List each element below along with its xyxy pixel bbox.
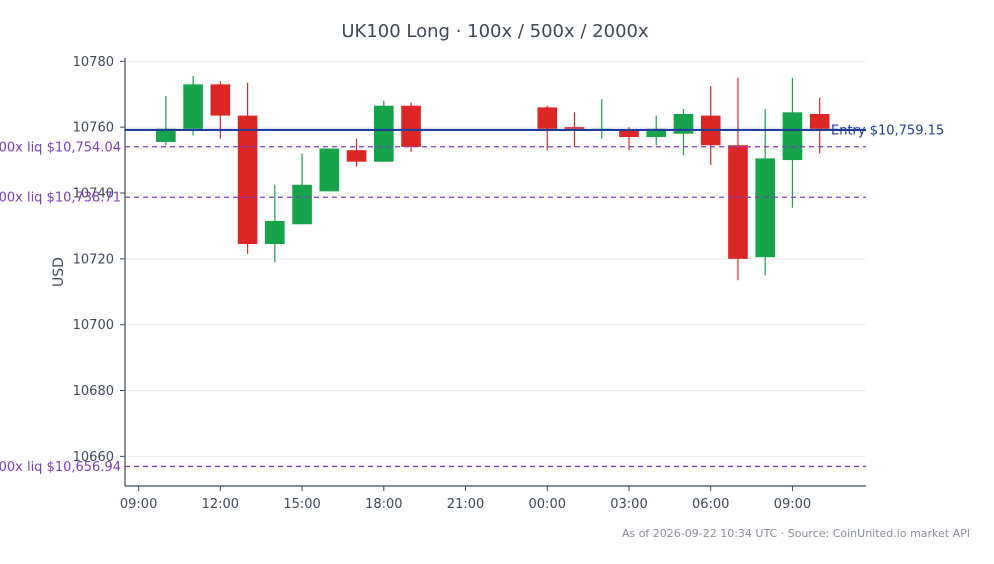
candle-body	[809, 113, 830, 129]
x-tick-label-5: 00:00	[529, 497, 566, 512]
candle-body	[401, 105, 421, 147]
source-footnote: As of 2026-09-22 10:34 UTC · Source: Coi…	[622, 527, 970, 540]
candle-body	[619, 130, 639, 138]
candle-17	[728, 77, 748, 281]
candle-3	[237, 82, 258, 254]
candle-body	[537, 107, 558, 129]
y-tick-label-10760: 10760	[73, 121, 114, 136]
liquidation-label-1: 500x liq $10,738.71	[0, 191, 121, 206]
liquidation-label-2: 100x liq $10,656.94	[0, 460, 121, 475]
candle-12	[591, 99, 612, 139]
x-tick-label-6: 03:00	[610, 497, 647, 512]
y-tick-label-10660: 10660	[73, 450, 114, 465]
x-tick-label-8: 09:00	[774, 497, 811, 512]
candle-10	[537, 105, 558, 151]
candle-body	[237, 115, 258, 245]
candle-7	[346, 138, 367, 167]
candle-16	[700, 85, 721, 165]
candle-body	[373, 105, 394, 162]
candle-body	[156, 128, 176, 142]
candle-8	[373, 100, 394, 162]
candle-body	[319, 148, 340, 192]
x-tick-label-3: 18:00	[365, 497, 402, 512]
y-tick-label-10740: 10740	[73, 186, 114, 201]
candle-19	[782, 77, 803, 208]
candle-body	[564, 127, 585, 129]
candle-15	[673, 109, 694, 156]
candle-body	[210, 84, 231, 116]
y-tick-label-10680: 10680	[73, 384, 114, 399]
chart-title: UK100 Long · 100x / 500x / 2000x	[341, 21, 649, 42]
candle-4	[265, 184, 285, 263]
candle-6	[319, 148, 340, 192]
entry-label: Entry $10,759.15	[831, 123, 944, 138]
candle-body	[646, 128, 667, 138]
candle-body	[673, 113, 694, 134]
candle-20	[809, 97, 830, 154]
liquidation-label-0: 2000x liq $10,754.04	[0, 140, 121, 155]
x-tick-label-1: 12:00	[202, 497, 239, 512]
y-tick-label-10720: 10720	[73, 252, 114, 267]
grid-lines	[125, 60, 866, 457]
candle-9	[401, 102, 421, 152]
y-axis-label: USD	[51, 257, 67, 287]
y-tick-label-10780: 10780	[73, 55, 114, 70]
candle-5	[292, 153, 312, 225]
axes: 10660 10680 10700 10720 10740 10760 10780 09:00…	[73, 55, 866, 512]
candle-body	[755, 158, 776, 258]
x-tick-label-0: 09:00	[120, 497, 157, 512]
candle-body	[346, 150, 367, 162]
x-tick-label-2: 15:00	[283, 497, 320, 512]
candle-1	[183, 76, 203, 136]
candle-body	[292, 184, 312, 225]
candle-18	[755, 109, 776, 276]
x-tick-label-4: 21:00	[447, 497, 484, 512]
candle-body	[728, 145, 748, 259]
candle-body	[183, 84, 203, 129]
candle-body	[265, 220, 285, 245]
x-tick-label-7: 06:00	[692, 497, 729, 512]
candles	[156, 76, 830, 281]
candle-body	[782, 112, 803, 161]
candle-0	[156, 95, 176, 146]
y-tick-label-10700: 10700	[73, 318, 114, 333]
